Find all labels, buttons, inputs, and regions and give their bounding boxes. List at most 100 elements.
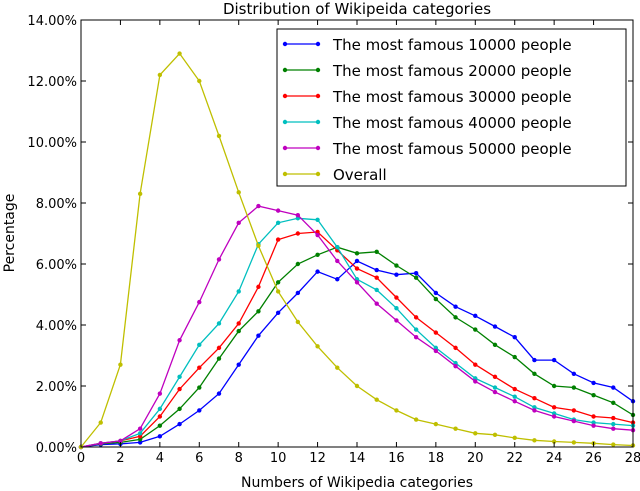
legend-label-the-most-famous-10000-people: The most famous 10000 people — [332, 36, 572, 54]
data-point-the-most-famous-10000-people — [532, 357, 537, 363]
data-point-the-most-famous-50000-people — [216, 257, 222, 262]
data-point-the-most-famous-20000-people — [611, 400, 616, 405]
data-point-the-most-famous-20000-people — [236, 328, 241, 334]
data-point-overall — [551, 439, 557, 444]
chart-title: Distribution of Wikipeida categories — [223, 0, 491, 18]
data-point-overall — [473, 431, 478, 436]
series-layer — [78, 51, 636, 450]
x-tick-label: 2 — [116, 451, 124, 466]
y-tick-label: 8.00% — [36, 197, 77, 212]
data-point-the-most-famous-50000-people — [611, 426, 616, 431]
data-point-the-most-famous-10000-people — [492, 324, 498, 329]
data-point-the-most-famous-50000-people — [433, 348, 439, 354]
legend-label-the-most-famous-40000-people: The most famous 40000 people — [332, 114, 572, 132]
data-point-the-most-famous-50000-people — [413, 335, 419, 340]
x-axis-title: Numbers of Wikipedia categories — [241, 475, 473, 491]
data-point-the-most-famous-30000-people — [473, 362, 478, 367]
data-point-the-most-famous-10000-people — [157, 434, 163, 439]
legend: The most famous 10000 people The most fam… — [276, 28, 627, 187]
data-point-the-most-famous-50000-people — [177, 338, 182, 343]
data-point-overall — [453, 426, 458, 431]
data-point-the-most-famous-40000-people — [216, 321, 222, 326]
data-point-the-most-famous-20000-people — [413, 275, 419, 280]
data-point-overall — [571, 440, 577, 445]
data-point-the-most-famous-50000-people — [236, 220, 241, 226]
data-point-the-most-famous-40000-people — [591, 420, 596, 425]
data-point-the-most-famous-30000-people — [236, 321, 241, 326]
legend-marker-overall — [315, 171, 321, 177]
legend-marker-overall — [282, 171, 288, 177]
legend-marker-the-most-famous-30000-people — [282, 93, 288, 99]
y-tick-label: 0.00% — [36, 441, 77, 456]
data-point-overall — [256, 243, 261, 248]
data-point-overall — [197, 78, 202, 84]
data-point-the-most-famous-50000-people — [354, 280, 360, 285]
data-point-the-most-famous-50000-people — [295, 213, 301, 218]
data-point-the-most-famous-50000-people — [453, 363, 458, 369]
data-point-the-most-famous-10000-people — [611, 385, 616, 390]
data-point-the-most-famous-50000-people — [512, 399, 517, 404]
data-point-the-most-famous-30000-people — [611, 415, 616, 421]
data-point-the-most-famous-30000-people — [551, 405, 557, 410]
x-tick-label: 22 — [506, 451, 523, 466]
legend-marker-the-most-famous-40000-people — [282, 119, 288, 125]
data-point-the-most-famous-20000-people — [551, 383, 557, 389]
x-tick-label: 14 — [349, 451, 366, 466]
data-point-overall — [374, 397, 379, 402]
data-point-overall — [137, 191, 143, 197]
data-point-the-most-famous-50000-people — [374, 301, 379, 306]
data-point-the-most-famous-10000-people — [315, 269, 320, 274]
data-point-overall — [118, 362, 123, 367]
data-point-the-most-famous-40000-people — [551, 411, 557, 416]
data-point-the-most-famous-10000-people — [394, 272, 399, 277]
x-tick-label: 16 — [388, 451, 405, 466]
y-tick-label: 2.00% — [36, 380, 77, 395]
data-point-the-most-famous-50000-people — [532, 408, 537, 413]
data-point-the-most-famous-50000-people — [335, 258, 340, 264]
data-point-overall — [492, 432, 498, 437]
legend-label-the-most-famous-20000-people: The most famous 20000 people — [332, 62, 572, 80]
data-point-the-most-famous-10000-people — [137, 440, 143, 445]
data-point-the-most-famous-20000-people — [157, 423, 163, 428]
data-point-overall — [216, 133, 222, 139]
y-tick-label: 6.00% — [36, 258, 77, 273]
data-point-the-most-famous-50000-people — [275, 208, 281, 213]
legend-marker-the-most-famous-20000-people — [282, 67, 288, 73]
data-point-the-most-famous-10000-people — [453, 304, 458, 309]
x-tick-label: 6 — [195, 451, 203, 466]
legend-marker-the-most-famous-40000-people — [315, 119, 321, 125]
data-point-the-most-famous-30000-people — [216, 345, 222, 351]
data-point-the-most-famous-40000-people — [236, 289, 241, 294]
data-point-the-most-famous-50000-people — [118, 438, 123, 444]
data-point-the-most-famous-20000-people — [374, 249, 379, 254]
data-point-the-most-famous-30000-people — [197, 365, 202, 370]
data-point-the-most-famous-40000-people — [433, 345, 439, 351]
data-point-the-most-famous-30000-people — [374, 275, 379, 280]
data-point-the-most-famous-20000-people — [571, 385, 577, 390]
legend-label-the-most-famous-50000-people: The most famous 50000 people — [332, 140, 572, 158]
data-point-the-most-famous-20000-people — [512, 354, 517, 360]
data-point-the-most-famous-30000-people — [137, 434, 143, 439]
data-point-overall — [335, 365, 340, 370]
data-point-overall — [157, 72, 163, 78]
x-tick-label: 24 — [546, 451, 563, 466]
data-point-the-most-famous-30000-people — [512, 386, 517, 392]
data-point-the-most-famous-20000-people — [315, 252, 320, 258]
data-point-the-most-famous-10000-people — [256, 333, 261, 338]
y-tick-label: 10.00% — [27, 136, 77, 151]
x-tick-label: 26 — [585, 451, 602, 466]
data-point-the-most-famous-40000-people — [512, 394, 517, 399]
data-point-the-most-famous-10000-people — [295, 290, 301, 296]
legend-label-the-most-famous-30000-people: The most famous 30000 people — [332, 88, 572, 106]
data-point-the-most-famous-40000-people — [275, 220, 281, 226]
data-point-the-most-famous-50000-people — [473, 379, 478, 384]
series-line-the-most-famous-10000-people — [80, 260, 634, 448]
data-point-the-most-famous-50000-people — [571, 418, 577, 424]
data-point-the-most-famous-50000-people — [98, 441, 103, 446]
data-point-the-most-famous-20000-people — [492, 342, 498, 348]
data-point-the-most-famous-10000-people — [177, 421, 182, 427]
data-point-the-most-famous-50000-people — [394, 318, 399, 323]
data-point-overall — [532, 438, 537, 443]
data-point-the-most-famous-30000-people — [453, 345, 458, 351]
x-tick-label: 10 — [270, 451, 287, 466]
